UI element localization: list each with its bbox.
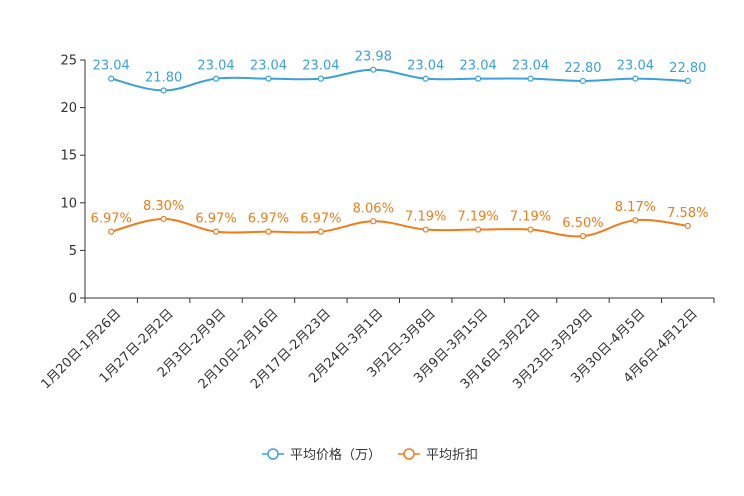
data-label: 23.04 <box>93 59 130 74</box>
data-point[interactable] <box>475 226 482 233</box>
data-label: 6.97% <box>248 212 289 227</box>
legend-label: 平均价格（万） <box>290 447 381 463</box>
data-point[interactable] <box>265 75 272 82</box>
series-layer: 23.04 21.80 23.04 23.04 23.04 23.98 23.04 23.04… <box>91 50 708 240</box>
data-point[interactable] <box>160 215 167 223</box>
data-point[interactable] <box>212 228 220 235</box>
data-label: 23.04 <box>197 59 234 74</box>
data-label: 23.04 <box>512 59 549 74</box>
data-label: 6.97% <box>300 212 341 227</box>
data-point[interactable] <box>317 75 324 82</box>
data-point[interactable] <box>265 228 272 235</box>
data-label: 8.17% <box>615 200 656 215</box>
data-point[interactable] <box>475 75 482 82</box>
y-tick-label: 5 <box>69 244 77 259</box>
data-point[interactable] <box>684 77 691 85</box>
series-0: 23.04 21.80 23.04 23.04 23.04 23.98 23.04 23.04… <box>93 50 706 94</box>
legend-label: 平均折扣 <box>426 448 478 463</box>
data-label: 6.97% <box>91 212 132 227</box>
data-point[interactable] <box>527 75 534 82</box>
data-point[interactable] <box>684 222 691 229</box>
data-label: 7.19% <box>405 210 446 225</box>
legend: 平均价格（万） 平均折扣 <box>262 447 478 463</box>
legend-item-1[interactable]: 平均折扣 <box>398 448 478 463</box>
y-tick-label: 20 <box>60 101 77 116</box>
data-label: 22.80 <box>669 61 706 76</box>
data-label: 8.30% <box>143 199 184 214</box>
legend-item-0[interactable]: 平均价格（万） <box>262 447 381 463</box>
data-label: 23.98 <box>355 50 392 65</box>
data-point[interactable] <box>527 226 534 233</box>
data-point[interactable] <box>370 218 377 225</box>
y-tick-label: 10 <box>60 196 77 211</box>
data-point[interactable] <box>422 75 429 82</box>
data-point[interactable] <box>370 66 377 73</box>
series-1: 6.97% 8.30% 6.97% 6.97% 6.97% 8.06% 7.19% 7.19%… <box>91 199 708 240</box>
data-label: 7.19% <box>457 210 498 225</box>
data-label: 7.19% <box>510 210 551 225</box>
data-label: 23.04 <box>250 59 287 74</box>
series-line <box>110 217 688 238</box>
data-label: 21.80 <box>145 70 182 85</box>
data-point[interactable] <box>579 233 587 240</box>
series-line <box>110 68 688 92</box>
data-point[interactable] <box>160 87 167 94</box>
data-point[interactable] <box>108 75 115 82</box>
data-point[interactable] <box>579 77 587 85</box>
data-label: 22.80 <box>564 61 601 76</box>
data-point[interactable] <box>212 75 220 82</box>
y-tick-label: 15 <box>60 149 77 164</box>
y-tick-label: 25 <box>60 54 77 69</box>
data-label: 23.04 <box>302 59 339 74</box>
data-point[interactable] <box>632 75 639 82</box>
data-label: 6.50% <box>562 216 603 231</box>
data-label: 23.04 <box>407 59 444 74</box>
legend-marker-icon <box>403 448 415 460</box>
data-point[interactable] <box>108 228 115 235</box>
data-point[interactable] <box>422 226 429 233</box>
data-label: 8.06% <box>353 201 394 216</box>
data-point[interactable] <box>632 217 639 224</box>
data-label: 7.58% <box>667 206 708 221</box>
data-label: 6.97% <box>195 212 236 227</box>
data-label: 23.04 <box>617 59 654 74</box>
data-label: 23.04 <box>460 59 497 74</box>
y-tick-label: 0 <box>69 292 77 307</box>
data-point[interactable] <box>317 228 324 235</box>
legend-marker-icon <box>267 448 279 460</box>
